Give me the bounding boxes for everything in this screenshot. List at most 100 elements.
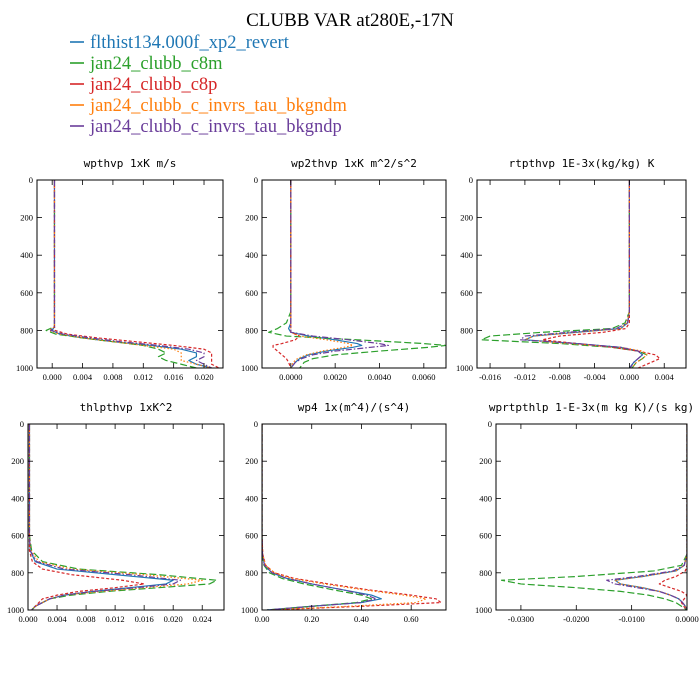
- series-line-4: [290, 180, 354, 368]
- legend-label: jan24_clubb_c8p: [89, 75, 217, 95]
- y-tick-label: 200: [245, 213, 258, 223]
- y-tick-label: 1000: [475, 605, 492, 615]
- x-tick-label: 0.0000: [675, 614, 698, 624]
- x-tick-label: -0.0300: [508, 614, 534, 624]
- y-tick-label: 800: [20, 325, 33, 335]
- series-line-2: [500, 424, 687, 610]
- series-line-5: [290, 180, 389, 368]
- y-tick-label: 600: [20, 288, 33, 298]
- x-tick-label: 0.012: [134, 372, 153, 382]
- x-tick-label: 0.0000: [279, 372, 302, 382]
- x-tick-label: 0.020: [164, 614, 183, 624]
- y-tick-label: 600: [245, 288, 258, 298]
- y-tick-label: 200: [11, 456, 24, 466]
- figure-title: CLUBB VAR at280E,-17N: [246, 10, 454, 31]
- panel-6: wprtpthlp 1-E-3x(m kg K)/(s kg) 0 200 400 60…: [475, 401, 699, 624]
- series-line-3: [658, 424, 687, 610]
- series-line-5: [519, 180, 644, 368]
- y-tick-label: 400: [245, 250, 258, 260]
- y-tick-label: 1000: [241, 363, 258, 373]
- x-tick-label: -0.0200: [563, 614, 589, 624]
- y-tick-label: 800: [479, 568, 492, 578]
- y-tick-label: 400: [460, 250, 473, 260]
- x-tick-label: 0.000: [18, 614, 37, 624]
- panel-3: rtpthvp 1E-3x(kg/kg) K02004006008001000-…: [456, 157, 687, 382]
- series-line-1: [614, 424, 687, 610]
- panel-title: wp2thvp 1xK m^2/s^2: [291, 157, 417, 170]
- y-tick-label: 400: [20, 250, 33, 260]
- series-line-5: [606, 424, 687, 610]
- x-tick-label: 0.00: [255, 614, 270, 624]
- y-tick-label: 800: [11, 568, 24, 578]
- series-line-4: [524, 180, 648, 368]
- x-tick-label: 0.0040: [368, 372, 391, 382]
- x-tick-label: 0.008: [103, 372, 122, 382]
- y-tick-label: 0: [254, 419, 258, 429]
- x-tick-label: 0.000: [620, 372, 639, 382]
- series-line-2: [262, 424, 373, 610]
- y-tick-label: 1000: [241, 605, 258, 615]
- plot-frame: [27, 423, 225, 611]
- x-tick-label: 0.008: [77, 614, 96, 624]
- legend-label: flthist134.000f_xp2_revert: [90, 33, 290, 53]
- x-tick-label: 0.60: [404, 614, 419, 624]
- x-tick-label: 0.20: [304, 614, 319, 624]
- x-tick-label: 0.000: [43, 372, 62, 382]
- x-tick-label: -0.016: [479, 372, 501, 382]
- x-tick-label: 0.020: [194, 372, 213, 382]
- x-tick-label: 0.016: [135, 614, 154, 624]
- series-line-2: [480, 180, 648, 368]
- panel-2: wp2thvp 1xK m^2/s^2 0 200 400 600 800 1000 0.00…: [241, 157, 447, 382]
- series-line-2: [28, 424, 218, 610]
- series-line-1: [262, 424, 382, 610]
- x-tick-label: 0.004: [47, 614, 67, 624]
- series-line-4: [614, 424, 687, 610]
- legend: flthist134.000f_xp2_revertjan24_clubb_c8…: [70, 33, 348, 137]
- y-tick-label: 600: [460, 288, 473, 298]
- panel-title: wprtpthlp 1-E-3x(m kg K)/(s kg): [489, 401, 694, 414]
- y-tick-label: 600: [245, 531, 258, 541]
- panel-title: wp4 1x(m^4)/(s^4): [298, 401, 411, 414]
- panel-title: rtpthvp 1E-3x(kg/kg) K: [509, 157, 655, 170]
- panel-title: wpthvp 1xK m/s: [84, 157, 177, 170]
- panel-1: wpthvp 1xK m/s 0 200 400 600 800 1000 0.000 0.00…: [16, 157, 224, 382]
- series-line-3: [272, 180, 301, 368]
- y-tick-label: 800: [245, 325, 258, 335]
- series-line-5: [28, 424, 182, 610]
- x-tick-label: 0.0020: [323, 372, 346, 382]
- panel-title: thlpthvp 1xK^2: [80, 401, 173, 414]
- series-line-1: [51, 180, 212, 368]
- x-tick-label: 0.0060: [412, 372, 435, 382]
- x-tick-label: 0.024: [193, 614, 213, 624]
- y-tick-label: 200: [20, 213, 33, 223]
- legend-label: jan24_clubb_c_invrs_tau_bkgndp: [89, 117, 342, 137]
- series-line-4: [48, 180, 212, 368]
- series-line-5: [262, 424, 377, 610]
- x-tick-label: -0.008: [549, 372, 571, 382]
- y-tick-label: 1000: [456, 363, 473, 373]
- y-tick-label: 400: [245, 493, 258, 503]
- series-line-3: [262, 424, 442, 610]
- plot-frame: [261, 179, 447, 369]
- y-tick-label: 1000: [16, 363, 33, 373]
- legend-label: jan24_clubb_c8m: [89, 54, 223, 74]
- series-line-1: [28, 424, 174, 610]
- plot-frame: [261, 423, 447, 611]
- series-line-3: [541, 180, 661, 368]
- x-tick-label: -0.012: [514, 372, 536, 382]
- x-tick-label: 0.004: [73, 372, 93, 382]
- series-line-4: [28, 424, 203, 610]
- x-tick-label: 0.004: [655, 372, 675, 382]
- y-tick-label: 600: [479, 531, 492, 541]
- series-line-5: [50, 180, 212, 368]
- y-tick-label: 800: [460, 325, 473, 335]
- series-line-4: [262, 424, 427, 610]
- y-tick-label: 0: [20, 419, 24, 429]
- x-tick-label: -0.0100: [619, 614, 645, 624]
- series-line-3: [53, 180, 220, 368]
- y-tick-label: 800: [245, 568, 258, 578]
